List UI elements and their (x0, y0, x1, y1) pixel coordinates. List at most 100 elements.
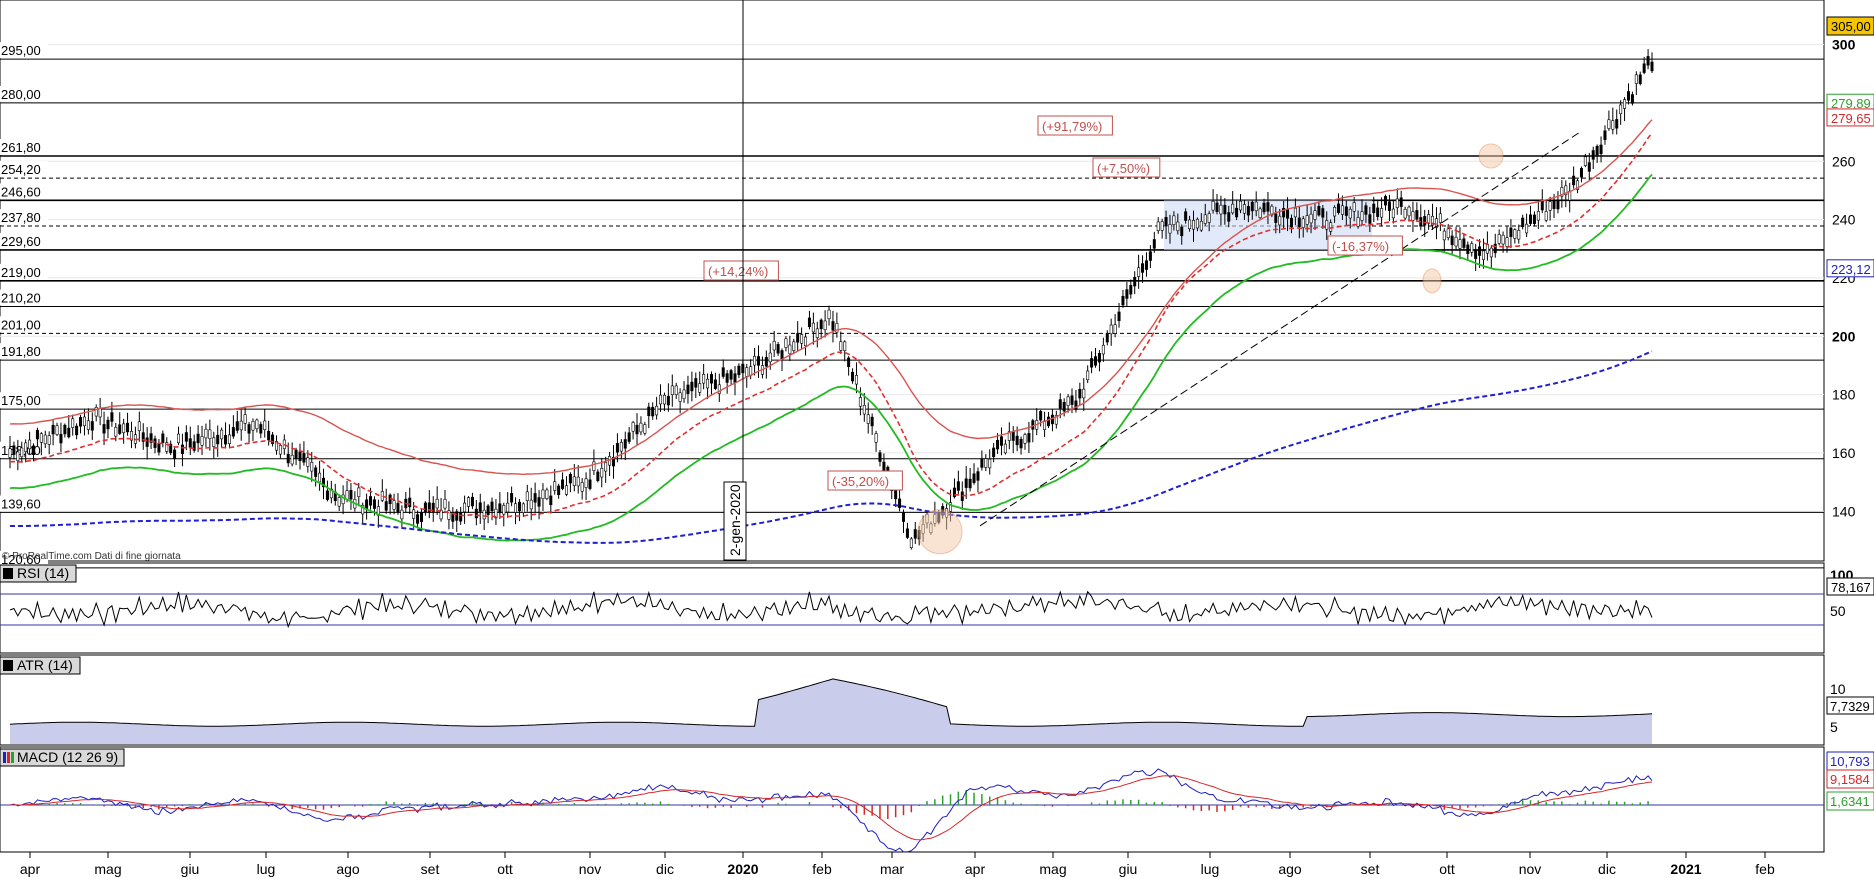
candle-body (643, 424, 647, 434)
month-label: giu (1119, 861, 1138, 877)
candle-body (572, 476, 576, 486)
candle-body (713, 379, 717, 389)
candle-body (972, 473, 976, 483)
candle-body (1517, 230, 1521, 240)
candle-body (847, 357, 851, 368)
candle-body (435, 498, 439, 509)
candle-body (286, 453, 290, 464)
candle-body (854, 375, 858, 385)
candle-body (1568, 191, 1572, 201)
candle-body (239, 420, 243, 431)
candle-body (1442, 230, 1446, 241)
last-price-box (1826, 16, 1874, 36)
price-axis: 140160180200220240260280300279,89279,652… (1826, 16, 1874, 519)
candle-body (843, 341, 847, 351)
macd-line (9, 768, 1653, 853)
candle-body (988, 458, 992, 469)
candle-body (506, 502, 510, 513)
candle-body (1215, 202, 1219, 213)
month-label: feb (812, 861, 832, 877)
candle-body (474, 508, 478, 519)
candle-body (1548, 201, 1552, 211)
candle-body (788, 344, 792, 355)
highlight-circle (1422, 268, 1442, 294)
rsi-line (9, 590, 1653, 629)
candle-body (212, 437, 216, 447)
price-tick-label: 140 (1832, 503, 1856, 519)
candle-body (20, 447, 24, 458)
candle-body (1321, 208, 1325, 218)
hist-value: 1,6341 (1830, 794, 1870, 809)
candle-body (451, 512, 455, 522)
candle-body (1050, 414, 1054, 425)
candle-body (1039, 411, 1043, 421)
candle-body (576, 476, 580, 487)
candle-body (1595, 145, 1599, 156)
atr-last-box (1826, 696, 1874, 715)
candle-body (702, 374, 706, 384)
month-label: 2021 (1670, 861, 1701, 877)
level-label-bg (0, 495, 48, 512)
candle-body (1203, 214, 1207, 224)
candle-body (968, 478, 972, 489)
atr-color-swatch (3, 660, 13, 671)
level-label-bg (0, 139, 48, 155)
candle-body (361, 504, 365, 515)
macd-value: 10,793 (1830, 754, 1870, 769)
level-label: 120,60 (1, 552, 41, 567)
candle-body (1027, 433, 1031, 443)
candle-body (235, 421, 239, 431)
price-tick-label: 260 (1832, 153, 1856, 169)
candle-body (106, 419, 110, 430)
candle-body (1305, 215, 1309, 225)
candle-body (1266, 202, 1270, 212)
candle-body (1474, 249, 1478, 259)
candle-body (592, 461, 596, 471)
price-tick-label: 300 (1832, 37, 1856, 53)
candle-body (659, 394, 663, 405)
candle-body (772, 340, 776, 351)
candle-body (894, 489, 898, 500)
candle-body (482, 509, 486, 520)
candle-body (768, 352, 772, 363)
candle-body (1258, 208, 1262, 218)
candle-body (298, 451, 302, 461)
candle-body (1360, 211, 1364, 221)
candle-body (1101, 344, 1105, 355)
ma200-blue-dashed-line (10, 350, 1653, 544)
candle-body (322, 477, 326, 488)
candle-body (1172, 215, 1176, 225)
price-series (8, 49, 1654, 555)
level-label: 237,80 (1, 210, 41, 225)
candle-body (1156, 221, 1160, 231)
candle-body (561, 479, 565, 489)
candle-body (898, 498, 902, 508)
candle-body (1133, 276, 1137, 287)
candle-body (521, 503, 525, 513)
candle-body (173, 449, 177, 460)
candle-body (63, 424, 67, 435)
candle-body (999, 436, 1003, 446)
candle-body (1525, 223, 1529, 234)
candle-body (1513, 229, 1517, 239)
atr-last-value: 7,7329 (1830, 699, 1870, 714)
candle-body (1572, 175, 1576, 186)
candle-body (51, 424, 55, 435)
candle-body (514, 503, 518, 513)
candle-body (1227, 212, 1231, 222)
candle-body (365, 499, 369, 509)
candle-body (1485, 244, 1489, 254)
level-label-bg (0, 161, 48, 178)
candle-body (157, 443, 161, 453)
candle-body (455, 511, 459, 521)
month-label: 2020 (727, 861, 758, 877)
candle-body (686, 384, 690, 395)
candle-body (75, 425, 79, 436)
level-label: 219,00 (1, 265, 41, 280)
date-marker-label: 2-gen-2020 (727, 484, 743, 556)
candle-body (82, 416, 86, 427)
candle-body (1062, 402, 1066, 412)
price-tick-label: 240 (1832, 212, 1856, 228)
candle-body (494, 508, 498, 519)
percent-annotation-box (1327, 235, 1403, 256)
